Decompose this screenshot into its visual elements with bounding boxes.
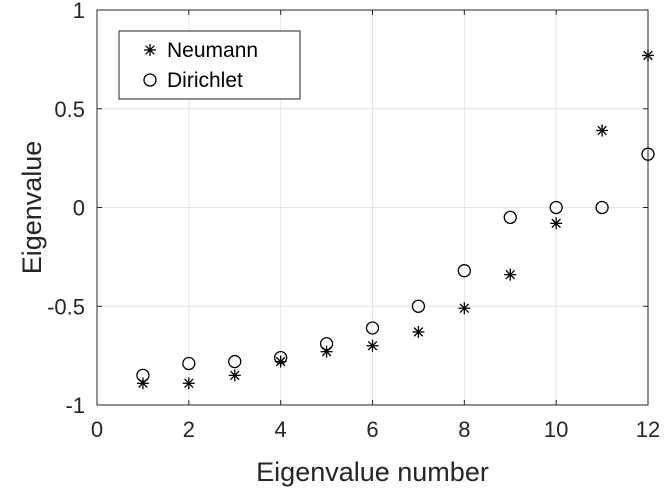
data-point-neumann <box>182 377 195 390</box>
y-tick-label: 1 <box>73 0 85 23</box>
x-tick-label: 12 <box>636 417 660 442</box>
data-points <box>136 49 655 390</box>
y-axis-title: Eigenvalue <box>17 141 47 275</box>
data-point-dirichlet <box>549 200 563 215</box>
data-point-dirichlet <box>503 210 517 225</box>
data-point-dirichlet <box>136 368 150 383</box>
data-point-dirichlet <box>595 200 609 215</box>
x-tick-label: 8 <box>458 417 470 442</box>
legend-box <box>118 30 301 100</box>
legend-marker-neumann <box>144 44 156 56</box>
data-point-dirichlet <box>319 337 334 351</box>
x-tick-label: 6 <box>366 417 378 442</box>
axis-ticks <box>96 9 649 406</box>
data-point-neumann <box>412 325 425 338</box>
data-point-dirichlet <box>457 264 471 278</box>
legend: Neumann Dirichlet <box>118 30 301 100</box>
data-point-neumann <box>504 268 517 281</box>
y-tick-label: 0.5 <box>54 97 85 122</box>
y-tick-label: -0.5 <box>47 294 85 319</box>
data-point-dirichlet <box>365 321 380 335</box>
data-point-neumann <box>228 369 241 382</box>
data-point-neumann <box>596 124 609 137</box>
data-point-dirichlet <box>641 147 655 161</box>
data-point-neumann <box>458 302 471 315</box>
x-tick-label: 2 <box>183 417 195 442</box>
legend-marker-dirichlet <box>143 73 157 87</box>
data-point-dirichlet <box>274 350 288 365</box>
x-tick-label: 10 <box>544 417 568 442</box>
x-axis-title: Eigenvalue number <box>256 457 489 487</box>
y-tick-label: -1 <box>65 393 85 418</box>
tick-labels: 0 2 4 6 8 10 12 -1 -0.5 0 0.5 1 <box>47 0 660 442</box>
y-tick-label: 0 <box>73 196 85 221</box>
x-tick-label: 4 <box>275 417 287 442</box>
data-point-neumann <box>366 339 379 352</box>
data-point-dirichlet <box>182 356 196 371</box>
data-point-dirichlet <box>228 354 242 369</box>
legend-label-neumann: Neumann <box>167 39 258 62</box>
data-point-neumann <box>642 49 654 62</box>
data-point-dirichlet <box>411 299 426 313</box>
series-neumann <box>136 49 654 390</box>
series-dirichlet <box>136 147 655 383</box>
x-tick-label: 0 <box>91 417 103 442</box>
data-point-neumann <box>550 217 563 230</box>
legend-label-dirichlet: Dirichlet <box>167 69 243 92</box>
